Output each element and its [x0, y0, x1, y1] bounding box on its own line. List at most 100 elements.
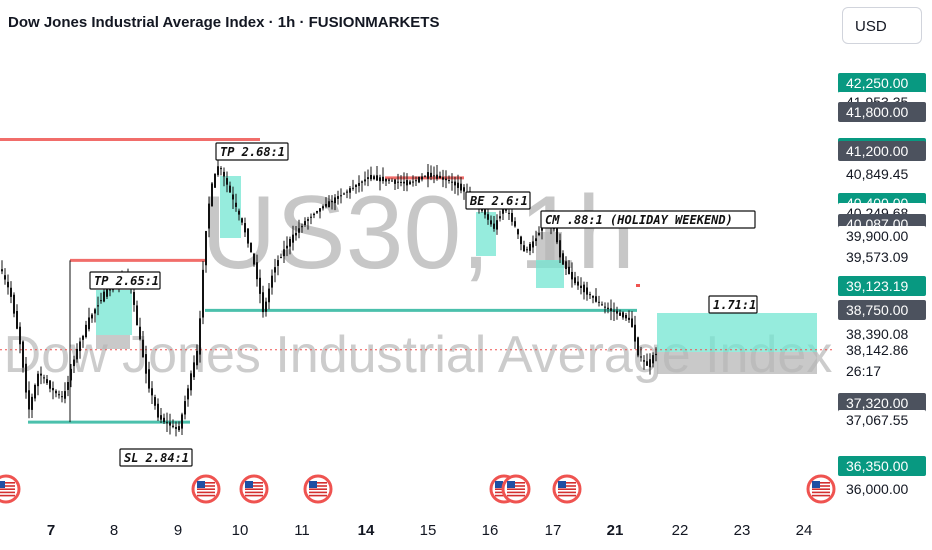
price-tick: 38,390.08: [838, 324, 926, 344]
candle-body: [247, 228, 249, 244]
candle-body: [97, 305, 99, 307]
candle-body: [67, 382, 69, 390]
currency-button[interactable]: USD: [842, 7, 922, 44]
candle-body: [241, 218, 243, 223]
candle-body: [421, 176, 423, 180]
price-tick-bg: [838, 340, 926, 360]
price-marker: [636, 284, 640, 287]
cm-label[interactable]: CM .88:1 (HOLIDAY WEEKEND): [540, 210, 756, 229]
target-ratio-label[interactable]: 1.71:1: [708, 295, 758, 314]
flag-stripe: [197, 494, 215, 497]
time-tick-label: 21: [607, 522, 624, 539]
candle-body: [265, 301, 267, 312]
candle-body: [328, 201, 330, 208]
price-tick: 39,573.09: [838, 247, 926, 267]
us-flag-icon[interactable]: [0, 474, 21, 504]
price-tick-bg: [838, 300, 926, 320]
candle-body: [94, 309, 96, 314]
cm-label-text: CM .88:1 (HOLIDAY WEEKEND): [545, 213, 733, 227]
be-zone: [476, 212, 496, 256]
candle-body: [400, 181, 402, 183]
us-flag-icon[interactable]: [806, 474, 836, 504]
cm-zone-green: [536, 260, 564, 288]
candle-body: [193, 362, 195, 378]
candle-body: [286, 245, 288, 249]
candle-body: [412, 181, 414, 183]
us-flag-icon[interactable]: [303, 474, 333, 504]
candle-body: [433, 175, 435, 177]
flag-stripe: [0, 494, 15, 497]
candle-body: [157, 403, 159, 418]
candle-body: [289, 238, 291, 247]
candle-body: [172, 425, 174, 427]
tp-label-1[interactable]: TP 2.68:1: [215, 142, 289, 161]
candle-body: [397, 181, 399, 183]
candle-body: [199, 318, 201, 355]
price-tick-label: 38,750.00: [846, 302, 908, 318]
us-flag-icon[interactable]: [239, 474, 269, 504]
candle-body: [31, 396, 33, 410]
target-ratio-label-text: 1.71:1: [713, 298, 756, 312]
candle-body: [178, 426, 180, 431]
candle-body: [310, 216, 312, 218]
candle-body: [202, 269, 204, 318]
flag-stripe: [309, 491, 327, 494]
flag-stripe: [507, 491, 525, 494]
grey-zone-1: [96, 335, 130, 349]
candle-body: [520, 236, 522, 245]
candle-body: [91, 314, 93, 319]
sl-label[interactable]: SL 2.84:1: [119, 448, 193, 467]
us-flag-icon[interactable]: [501, 474, 531, 504]
price-tick: 36,000.00: [838, 479, 926, 499]
candle-body: [418, 177, 420, 183]
candle-body: [643, 360, 645, 362]
candle-body: [55, 390, 57, 394]
candles: [1, 157, 657, 437]
flag-stripe: [812, 491, 830, 494]
time-axis[interactable]: 7 8 9 10 11 14 15 16 17 21 22 23 24: [47, 522, 813, 539]
time-tick-label: 9: [174, 522, 182, 539]
flag-stripe: [812, 494, 830, 497]
tp-label-2[interactable]: TP 2.65:1: [89, 271, 161, 290]
candle-body: [163, 417, 165, 423]
flag-stripe: [245, 488, 263, 490]
candle-body: [454, 181, 456, 186]
candle-body: [601, 304, 603, 306]
candle-body: [271, 275, 273, 288]
candle-body: [358, 182, 360, 186]
candle-body: [145, 354, 147, 374]
price-tick-bg: [838, 102, 926, 122]
candle-body: [1, 269, 3, 272]
candle-body: [577, 281, 579, 286]
candle-body: [259, 277, 261, 294]
price-axis[interactable]: 42,250.0041,953.3541,800.0041,250.0041,2…: [838, 73, 926, 499]
candle-body: [160, 415, 162, 420]
candle-body: [274, 267, 276, 273]
candle-body: [451, 181, 453, 183]
flag-stripe: [197, 485, 215, 487]
candle-body: [250, 242, 252, 253]
tp-label-2-box: [89, 271, 161, 290]
candle-body: [403, 181, 405, 184]
candle-body: [556, 228, 558, 243]
candle-body: [292, 234, 294, 243]
be-label[interactable]: BE 2.6:1: [465, 191, 531, 210]
candle-body: [313, 213, 315, 216]
candle-body: [229, 185, 231, 193]
candle-body: [10, 287, 12, 297]
candle-body: [532, 241, 534, 248]
flag-canton: [309, 481, 317, 488]
tp-label-1-box: [215, 142, 289, 161]
flag-canton: [0, 481, 5, 488]
time-tick-label: 8: [110, 522, 118, 539]
us-flag-icon[interactable]: [191, 474, 221, 504]
candle-body: [34, 385, 36, 399]
us-flag-icon[interactable]: [552, 474, 582, 504]
time-tick-label: 15: [420, 522, 437, 539]
candle-body: [133, 292, 135, 305]
price-tick-bg: [838, 247, 926, 267]
price-tick-bg: [838, 393, 926, 413]
candle-body: [166, 422, 168, 424]
price-tick-label: 36,000.00: [846, 481, 908, 497]
